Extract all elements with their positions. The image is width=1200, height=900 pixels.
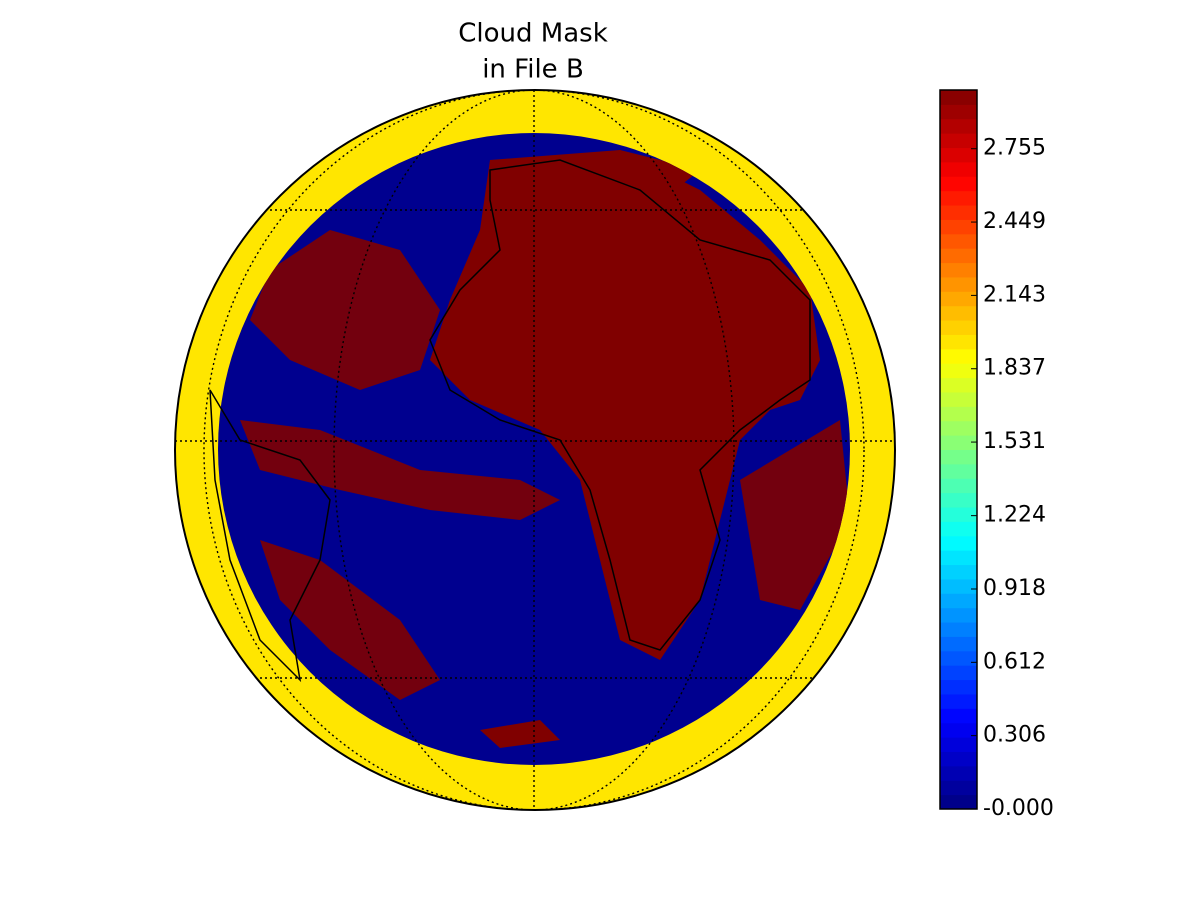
colorbar-tick-label: 2.143 — [983, 282, 1046, 307]
globe — [174, 89, 896, 811]
colorbar-segment — [940, 722, 977, 738]
colorbar-segment — [940, 693, 977, 709]
colorbar-frame — [939, 89, 978, 810]
colorbar-tick-label: 2.755 — [983, 136, 1046, 161]
colorbar: -0.000 0.306 0.612 0.918 1.224 1.531 1.837 2.14… — [940, 90, 1054, 821]
colorbar-segment — [940, 794, 977, 810]
colorbar-tick-label: -0.000 — [983, 796, 1054, 821]
coastlines — [209, 159, 811, 683]
colorbar-tick-label: 0.612 — [983, 649, 1046, 674]
colorbar-segment — [940, 420, 977, 436]
cloud-region — [560, 150, 700, 210]
cloud-region — [480, 720, 560, 748]
title-line: in File B — [482, 55, 584, 85]
colorbar-segment — [940, 622, 977, 637]
colorbar-segment — [940, 780, 977, 796]
colorbar-segment — [940, 133, 977, 149]
colorbar-segment — [940, 320, 977, 335]
colorbar-tick-label: 2.449 — [983, 209, 1046, 234]
cloud-region — [250, 230, 440, 390]
colorbar-segment — [940, 535, 977, 551]
colorbar-segment — [940, 607, 977, 623]
colorbar-segment — [940, 233, 977, 249]
cloud-region — [740, 420, 850, 610]
colorbar-segment — [940, 679, 977, 695]
colorbar-segment — [940, 190, 977, 206]
cloud-region — [240, 420, 560, 520]
colorbar-tick-label: 0.918 — [983, 576, 1046, 601]
cloud-region — [260, 540, 440, 700]
colorbar-segment — [940, 377, 977, 393]
colorbar-tick-label: 1.837 — [983, 356, 1046, 381]
colorbar-segment — [940, 737, 977, 752]
colorbar-segment — [940, 391, 977, 407]
colorbar-tick-label: 1.531 — [983, 429, 1046, 454]
colorbar-segment — [940, 176, 977, 192]
colorbar-segment — [940, 593, 977, 609]
colorbar-segment — [940, 305, 977, 321]
colorbar-segment — [940, 248, 977, 264]
colorbar-segment — [940, 636, 977, 652]
colorbar-segment — [940, 708, 977, 724]
colorbar-segment — [940, 348, 977, 364]
colorbar-segment — [940, 90, 977, 105]
colorbar-segment — [940, 276, 977, 292]
colorbar-segment — [940, 449, 977, 465]
colorbar-tick-label: 0.306 — [983, 723, 1046, 748]
colorbar-segment — [940, 205, 977, 220]
colorbar-segment — [940, 507, 977, 522]
colorbar-segment — [940, 463, 977, 479]
title-line: Cloud Mask — [458, 19, 608, 49]
colorbar-segment — [940, 665, 977, 681]
colorbar-segment — [940, 521, 977, 537]
colorbar-segment — [940, 435, 977, 450]
graticule — [175, 90, 895, 810]
colorbar-segment — [940, 104, 977, 120]
colorbar-segment — [940, 492, 977, 508]
cloud-region — [430, 150, 820, 660]
colorbar-segment — [940, 751, 977, 767]
cloud-field — [218, 133, 850, 765]
globe-outline — [174, 89, 896, 811]
colorbar-segment — [940, 564, 977, 580]
colorbar-segment — [940, 406, 977, 422]
colorbar-segment — [940, 334, 977, 350]
colorbar-segment — [940, 478, 977, 494]
colorbar-segment — [940, 219, 977, 235]
colorbar-tick-label: 1.224 — [983, 503, 1046, 528]
colorbar-segment — [940, 262, 977, 278]
colorbar-segment — [940, 578, 977, 594]
colorbar-segment — [940, 161, 977, 177]
colorbar-segment — [940, 765, 977, 781]
colorbar-segment — [940, 118, 977, 134]
colorbar-segment — [940, 147, 977, 163]
colorbar-segment — [940, 550, 977, 566]
colorbar-segment — [940, 291, 977, 307]
colorbar-segment — [940, 650, 977, 666]
colorbar-segment — [940, 363, 977, 379]
